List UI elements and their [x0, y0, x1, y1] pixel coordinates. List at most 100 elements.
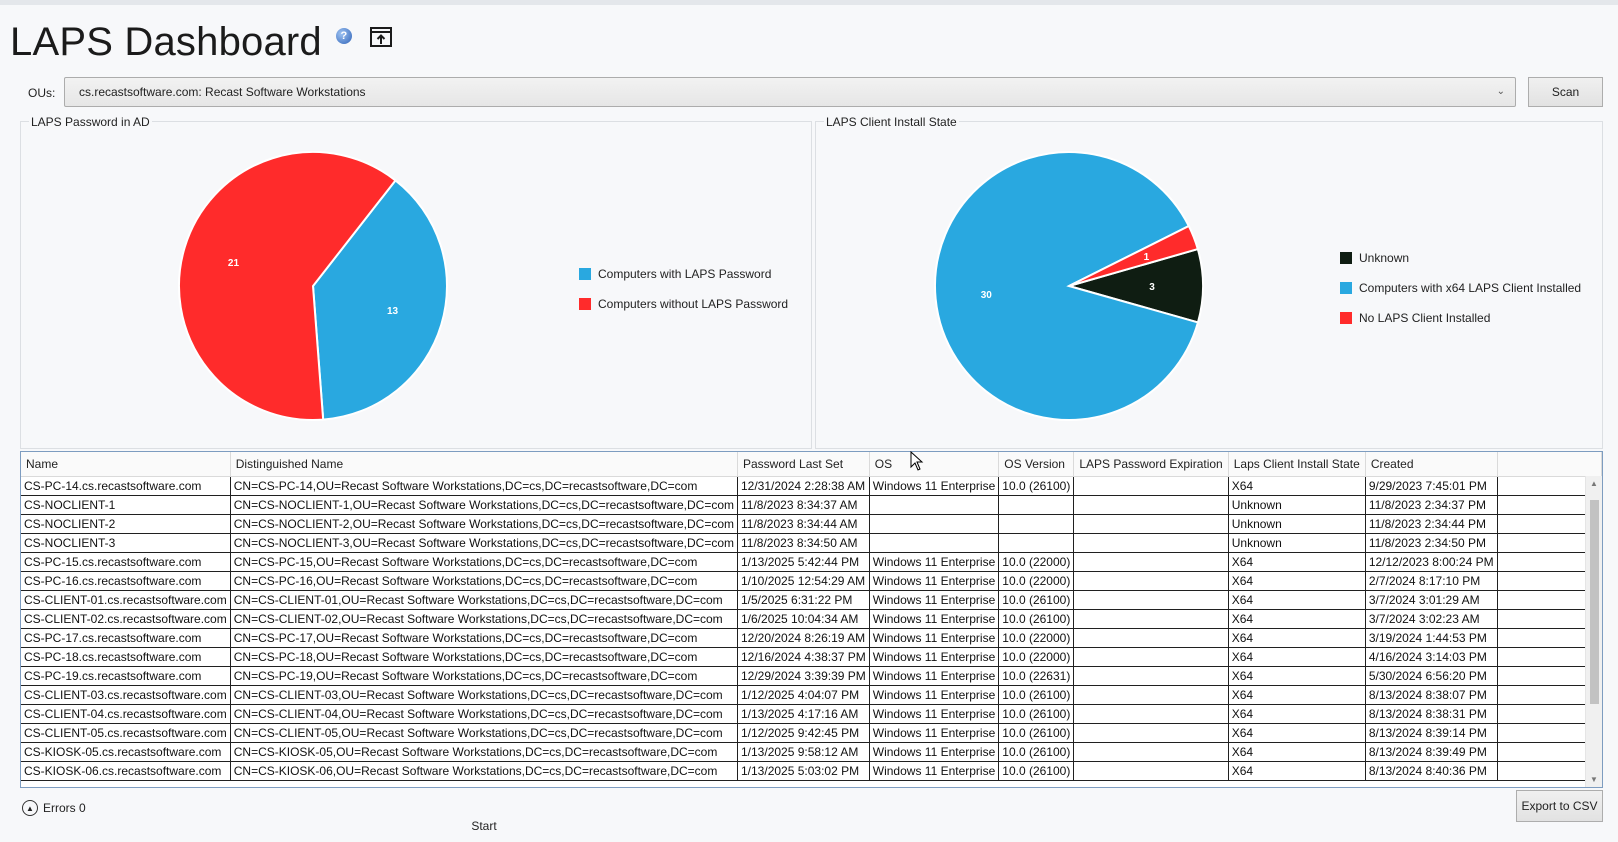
table-cell [998, 533, 1075, 553]
column-header[interactable]: Created [1365, 452, 1498, 477]
legend-label: Unknown [1359, 251, 1410, 265]
table-cell: X64 [1228, 571, 1366, 591]
table-cell: Unknown [1228, 514, 1366, 534]
table-row[interactable]: CS-NOCLIENT-3 CN=CS-NOCLIENT-3,OU=Recast … [21, 533, 1602, 553]
table-cell: Windows 11 Enterprise [869, 609, 1000, 629]
start-button[interactable]: Start [460, 814, 508, 838]
table-cell: CN=CS-CLIENT-04,OU=Recast Software Works… [230, 704, 739, 724]
legend-item: No LAPS Client Installed [1340, 303, 1581, 333]
table-cell: 10.0 (26100) [998, 476, 1075, 496]
table-cell: Windows 11 Enterprise [869, 761, 1000, 781]
table-row[interactable]: CS-PC-19.cs.recastsoftware.com CN=CS-PC-1… [21, 666, 1602, 686]
table-cell: CS-NOCLIENT-2 [21, 514, 231, 534]
table-cell: 1/12/2025 4:04:07 PM [737, 685, 870, 705]
table-cell: CS-PC-19.cs.recastsoftware.com [21, 666, 231, 686]
column-header[interactable]: Name [21, 452, 231, 477]
legend-item: Unknown [1340, 243, 1581, 273]
header: LAPS Dashboard ? [10, 14, 394, 70]
scroll-up-icon[interactable]: ▲ [1590, 479, 1598, 488]
table-cell: 2/7/2024 8:17:10 PM [1365, 571, 1498, 591]
legend-swatch [579, 268, 591, 280]
table-cell-filler [1497, 723, 1602, 743]
chart-legend: Computers with LAPS Password Computers w… [579, 259, 788, 319]
table-cell: Unknown [1228, 533, 1366, 553]
table-cell: 5/30/2024 6:56:20 PM [1365, 666, 1498, 686]
column-header[interactable]: LAPS Password Expiration [1073, 452, 1229, 477]
table-cell: 4/16/2024 3:14:03 PM [1365, 647, 1498, 667]
table-cell: X64 [1228, 647, 1366, 667]
table-cell: 1/12/2025 9:42:45 PM [737, 723, 870, 743]
column-header[interactable]: Laps Client Install State [1228, 452, 1366, 477]
table-cell [998, 514, 1075, 534]
pie-slice-label: 21 [228, 258, 240, 269]
table-row[interactable]: CS-KIOSK-05.cs.recastsoftware.com CN=CS-K… [21, 742, 1602, 762]
table-cell: 11/8/2023 2:34:44 PM [1365, 514, 1498, 534]
pie-slice-label: 30 [981, 290, 993, 301]
laps-password-pie-chart: 13 21 [178, 151, 448, 421]
page-title: LAPS Dashboard [10, 19, 322, 64]
legend-swatch [1340, 312, 1352, 324]
table-cell: CS-KIOSK-06.cs.recastsoftware.com [21, 761, 231, 781]
table-cell: Windows 11 Enterprise [869, 590, 1000, 610]
table-cell: 12/31/2024 2:28:38 AM [737, 476, 870, 496]
table-cell: CN=CS-CLIENT-03,OU=Recast Software Works… [230, 685, 739, 705]
vertical-scrollbar[interactable]: ▲ ▼ [1585, 476, 1602, 787]
table-row[interactable]: CS-KIOSK-06.cs.recastsoftware.com CN=CS-K… [21, 761, 1602, 781]
laps-client-install-pie-chart: 3 30 1 [934, 151, 1204, 421]
table-cell: 10.0 (26100) [998, 685, 1075, 705]
table-cell [1073, 628, 1229, 648]
table-cell: CN=CS-PC-16,OU=Recast Software Workstati… [230, 571, 739, 591]
table-row[interactable]: CS-CLIENT-03.cs.recastsoftware.com CN=CS-… [21, 685, 1602, 705]
table-cell: CN=CS-PC-18,OU=Recast Software Workstati… [230, 647, 739, 667]
table-cell: 10.0 (26100) [998, 609, 1075, 629]
table-cell: CN=CS-PC-17,OU=Recast Software Workstati… [230, 628, 739, 648]
table-cell: CS-KIOSK-05.cs.recastsoftware.com [21, 742, 231, 762]
popout-window-icon[interactable] [368, 24, 394, 50]
column-header[interactable]: OS Version [998, 452, 1075, 477]
table-row[interactable]: CS-NOCLIENT-2 CN=CS-NOCLIENT-2,OU=Recast … [21, 514, 1602, 534]
table-row[interactable]: CS-CLIENT-05.cs.recastsoftware.com CN=CS-… [21, 723, 1602, 743]
errors-toggle[interactable]: ▲ Errors 0 [22, 800, 86, 816]
table-cell: Windows 11 Enterprise [869, 723, 1000, 743]
table-row[interactable]: CS-PC-18.cs.recastsoftware.com CN=CS-PC-1… [21, 647, 1602, 667]
legend-label: Computers with x64 LAPS Client Installed [1359, 281, 1582, 295]
pie-slice-label: 13 [387, 306, 399, 317]
legend-item: Computers without LAPS Password [579, 289, 788, 319]
table-cell [869, 514, 1000, 534]
table-row[interactable]: CS-CLIENT-01.cs.recastsoftware.com CN=CS-… [21, 590, 1602, 610]
ou-select-value: cs.recastsoftware.com: Recast Software W… [79, 85, 366, 99]
pie-slice-label: 1 [1144, 252, 1150, 263]
chart-title: LAPS Password in AD [29, 115, 152, 129]
chart-legend: Unknown Computers with x64 LAPS Client I… [1340, 243, 1581, 333]
ou-select[interactable]: cs.recastsoftware.com: Recast Software W… [64, 77, 1516, 107]
table-row[interactable]: CS-CLIENT-04.cs.recastsoftware.com CN=CS-… [21, 704, 1602, 724]
table-cell: 10.0 (26100) [998, 723, 1075, 743]
legend-label: Computers without LAPS Password [598, 297, 789, 311]
table-cell: X64 [1228, 476, 1366, 496]
scroll-down-icon[interactable]: ▼ [1590, 775, 1598, 784]
help-icon[interactable]: ? [335, 28, 352, 44]
table-row[interactable]: CS-PC-17.cs.recastsoftware.com CN=CS-PC-1… [21, 628, 1602, 648]
table-cell: CN=CS-PC-19,OU=Recast Software Workstati… [230, 666, 739, 686]
table-cell: 11/8/2023 2:34:37 PM [1365, 495, 1498, 515]
scrollbar-thumb[interactable] [1590, 500, 1599, 704]
table-cell: 10.0 (26100) [998, 761, 1075, 781]
computers-data-grid[interactable]: Name Distinguished Name Password Last Set O… [20, 451, 1603, 788]
legend-label: Computers with LAPS Password [598, 267, 772, 281]
table-row[interactable]: CS-PC-14.cs.recastsoftware.com CN=CS-PC-1… [21, 476, 1602, 496]
column-header[interactable]: OS [869, 452, 1000, 477]
column-header[interactable]: Password Last Set [737, 452, 870, 477]
export-csv-button[interactable]: Export to CSV [1516, 790, 1603, 822]
table-cell: CS-CLIENT-03.cs.recastsoftware.com [21, 685, 231, 705]
table-row[interactable]: CS-PC-15.cs.recastsoftware.com CN=CS-PC-1… [21, 552, 1602, 572]
table-cell [1073, 647, 1229, 667]
table-cell: Windows 11 Enterprise [869, 742, 1000, 762]
table-cell-filler [1497, 628, 1602, 648]
table-row[interactable]: CS-CLIENT-02.cs.recastsoftware.com CN=CS-… [21, 609, 1602, 629]
table-row[interactable]: CS-NOCLIENT-1 CN=CS-NOCLIENT-1,OU=Recast … [21, 495, 1602, 515]
table-cell: Windows 11 Enterprise [869, 476, 1000, 496]
table-row[interactable]: CS-PC-16.cs.recastsoftware.com CN=CS-PC-1… [21, 571, 1602, 591]
column-header[interactable]: Distinguished Name [230, 452, 739, 477]
scan-button[interactable]: Scan [1528, 77, 1603, 107]
table-cell: Windows 11 Enterprise [869, 666, 1000, 686]
